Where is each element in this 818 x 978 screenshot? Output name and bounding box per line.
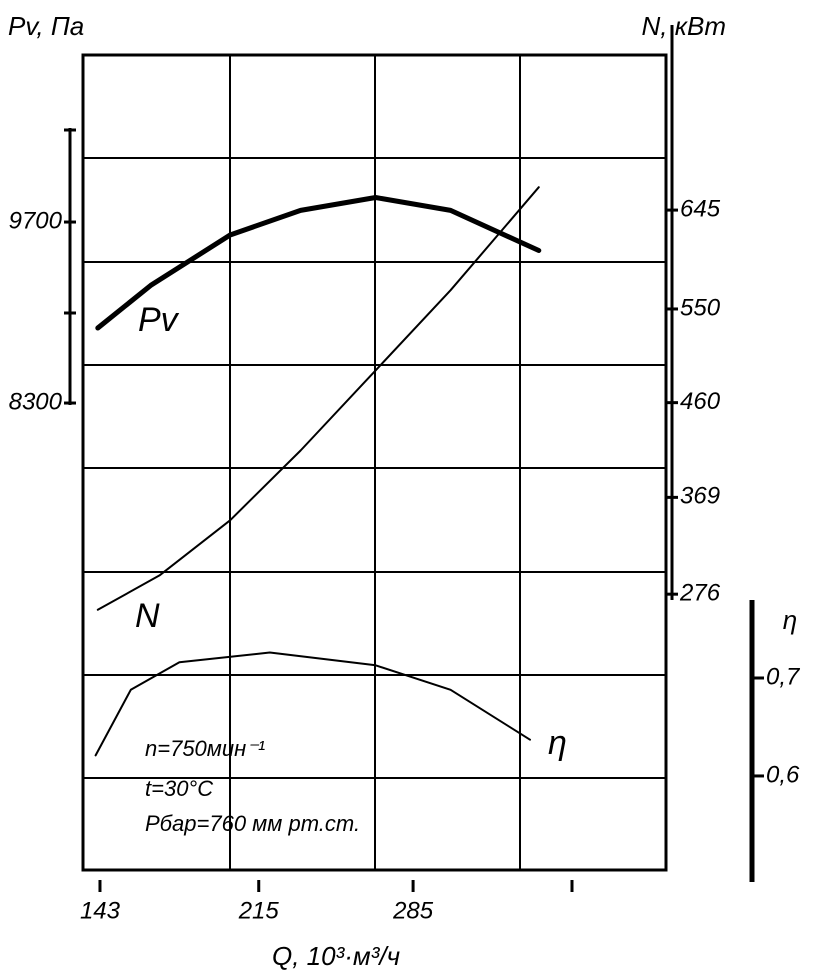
series-label: N	[135, 597, 160, 635]
annotation: Рбар=760 мм рт.ст.	[145, 811, 360, 836]
annotation: n=750мин⁻¹	[145, 736, 265, 761]
series-label: η	[548, 724, 567, 762]
y2-tick-label: 460	[680, 388, 721, 415]
y-axis-title: Pv, Па	[8, 11, 84, 41]
y-tick-label: 9700	[9, 207, 63, 234]
y2-tick-label: 369	[680, 483, 720, 510]
y2-tick-label: 645	[680, 195, 721, 222]
series-line	[94, 651, 531, 757]
y2-tick-label: 276	[679, 580, 721, 607]
series-line	[95, 195, 542, 331]
x-tick-label: 215	[238, 897, 280, 924]
y3-tick-label: 0,6	[766, 761, 800, 788]
y2-tick-label: 550	[680, 294, 721, 321]
y3-tick-label: 0,7	[766, 663, 801, 690]
y-tick-label: 8300	[9, 388, 63, 415]
grid	[83, 55, 666, 870]
y2-axis-title: N, кВт	[642, 11, 727, 41]
y3-axis-title: η	[783, 605, 797, 635]
series-label: Pv	[138, 301, 180, 339]
x-tick-label: 143	[80, 897, 121, 924]
series-line	[96, 186, 540, 611]
x-axis-title: Q, 10³·м³/ч	[272, 941, 400, 971]
x-tick-label: 285	[392, 897, 434, 924]
annotation: t=30°C	[145, 776, 213, 801]
